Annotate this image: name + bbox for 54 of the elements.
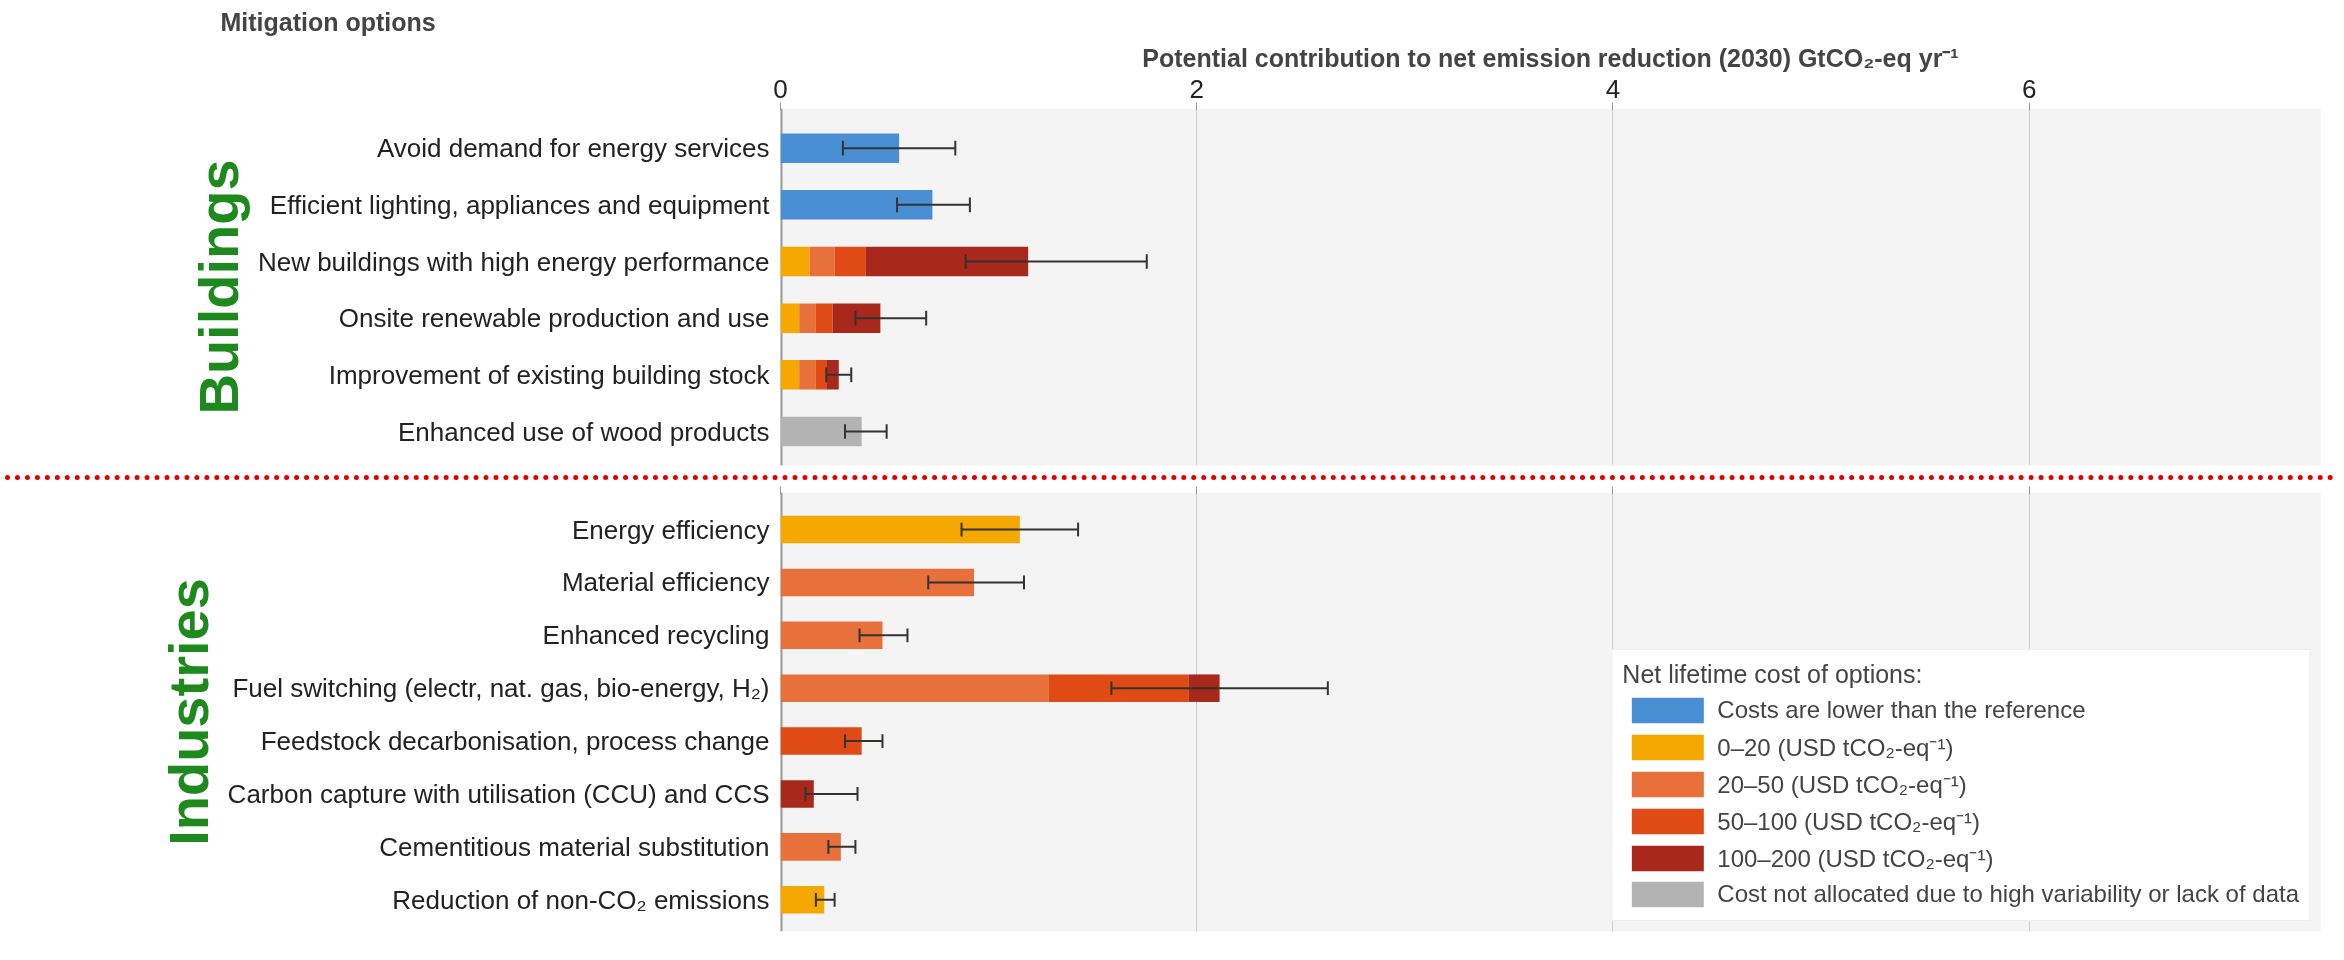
bar — [780, 246, 810, 277]
bar — [865, 246, 1029, 277]
bar — [780, 416, 862, 447]
y-tick-label: Carbon capture with utilisation (CCU) and CCS — [227, 778, 770, 809]
x-tick-label: 0 — [773, 73, 788, 104]
bar — [780, 360, 800, 390]
y-tick-label: Efficient lighting, appliances and equipment — [269, 189, 771, 220]
y-tick-label: Enhanced use of wood products — [398, 416, 770, 447]
legend-label: Cost not allocated due to high variability or lack of data — [1717, 880, 2299, 908]
bar — [780, 780, 814, 808]
y-tick-label: Cementitious material substitution — [379, 831, 770, 862]
y-tick-label: Reduction of non-CO₂ emissions — [392, 884, 770, 915]
bar — [780, 303, 800, 333]
bar — [809, 246, 835, 277]
bar — [1188, 674, 1220, 702]
text: Buildings — [186, 159, 250, 415]
bar — [780, 568, 975, 597]
y-tick-label: Energy efficiency — [571, 514, 770, 545]
x-tick-label: 4 — [1605, 73, 1621, 104]
bar — [780, 190, 933, 220]
y-axis-title: Mitigation options — [220, 7, 436, 36]
legend-label: 100–200 (USD tCO₂-eq⁻¹) — [1717, 844, 1994, 874]
y-tick-label: Material efficiency — [561, 567, 770, 598]
bar — [780, 621, 883, 650]
bar — [826, 360, 839, 390]
legend-title: Net lifetime cost of options: — [1622, 660, 1924, 689]
y-tick-label: Enhanced recycling — [542, 620, 770, 651]
legend-label: 50–100 (USD tCO₂-eq⁻¹) — [1717, 807, 1981, 837]
bar — [799, 360, 816, 390]
bar — [780, 674, 1049, 702]
bar — [834, 246, 866, 277]
bar — [1048, 674, 1189, 702]
bar — [780, 727, 862, 755]
bar — [780, 833, 841, 861]
bar — [815, 303, 833, 333]
bar — [799, 303, 816, 333]
y-tick-label: Feedstock decarbonisation, process change — [260, 726, 770, 757]
bar — [780, 133, 900, 163]
bar — [815, 360, 827, 390]
x-tick-label: 6 — [2021, 73, 2037, 104]
bar — [780, 515, 1020, 544]
x-axis-title: Potential contribution to net emission reduction (2030) GtCO₂-eq yr⁻¹ — [1142, 43, 1959, 72]
y-tick-label: New buildings with high energy performance — [257, 246, 770, 277]
legend-label: 20–50 (USD tCO₂-eq⁻¹) — [1717, 770, 1967, 800]
text: Industries — [156, 578, 220, 846]
y-tick-label: Fuel switching (electr, nat. gas, bio-energy, H₂) — [232, 673, 770, 704]
legend-label: Costs are lower than the reference — [1717, 696, 2086, 724]
y-tick-label: Onsite renewable production and use — [338, 303, 770, 334]
legend-label: 0–20 (USD tCO₂-eq⁻¹) — [1717, 733, 1954, 763]
y-tick-label: Improvement of existing building stock — [328, 359, 771, 390]
bar — [780, 886, 825, 914]
x-tick-label: 2 — [1189, 73, 1204, 104]
bar — [832, 303, 881, 333]
y-tick-label: Avoid demand for energy services — [376, 133, 770, 164]
